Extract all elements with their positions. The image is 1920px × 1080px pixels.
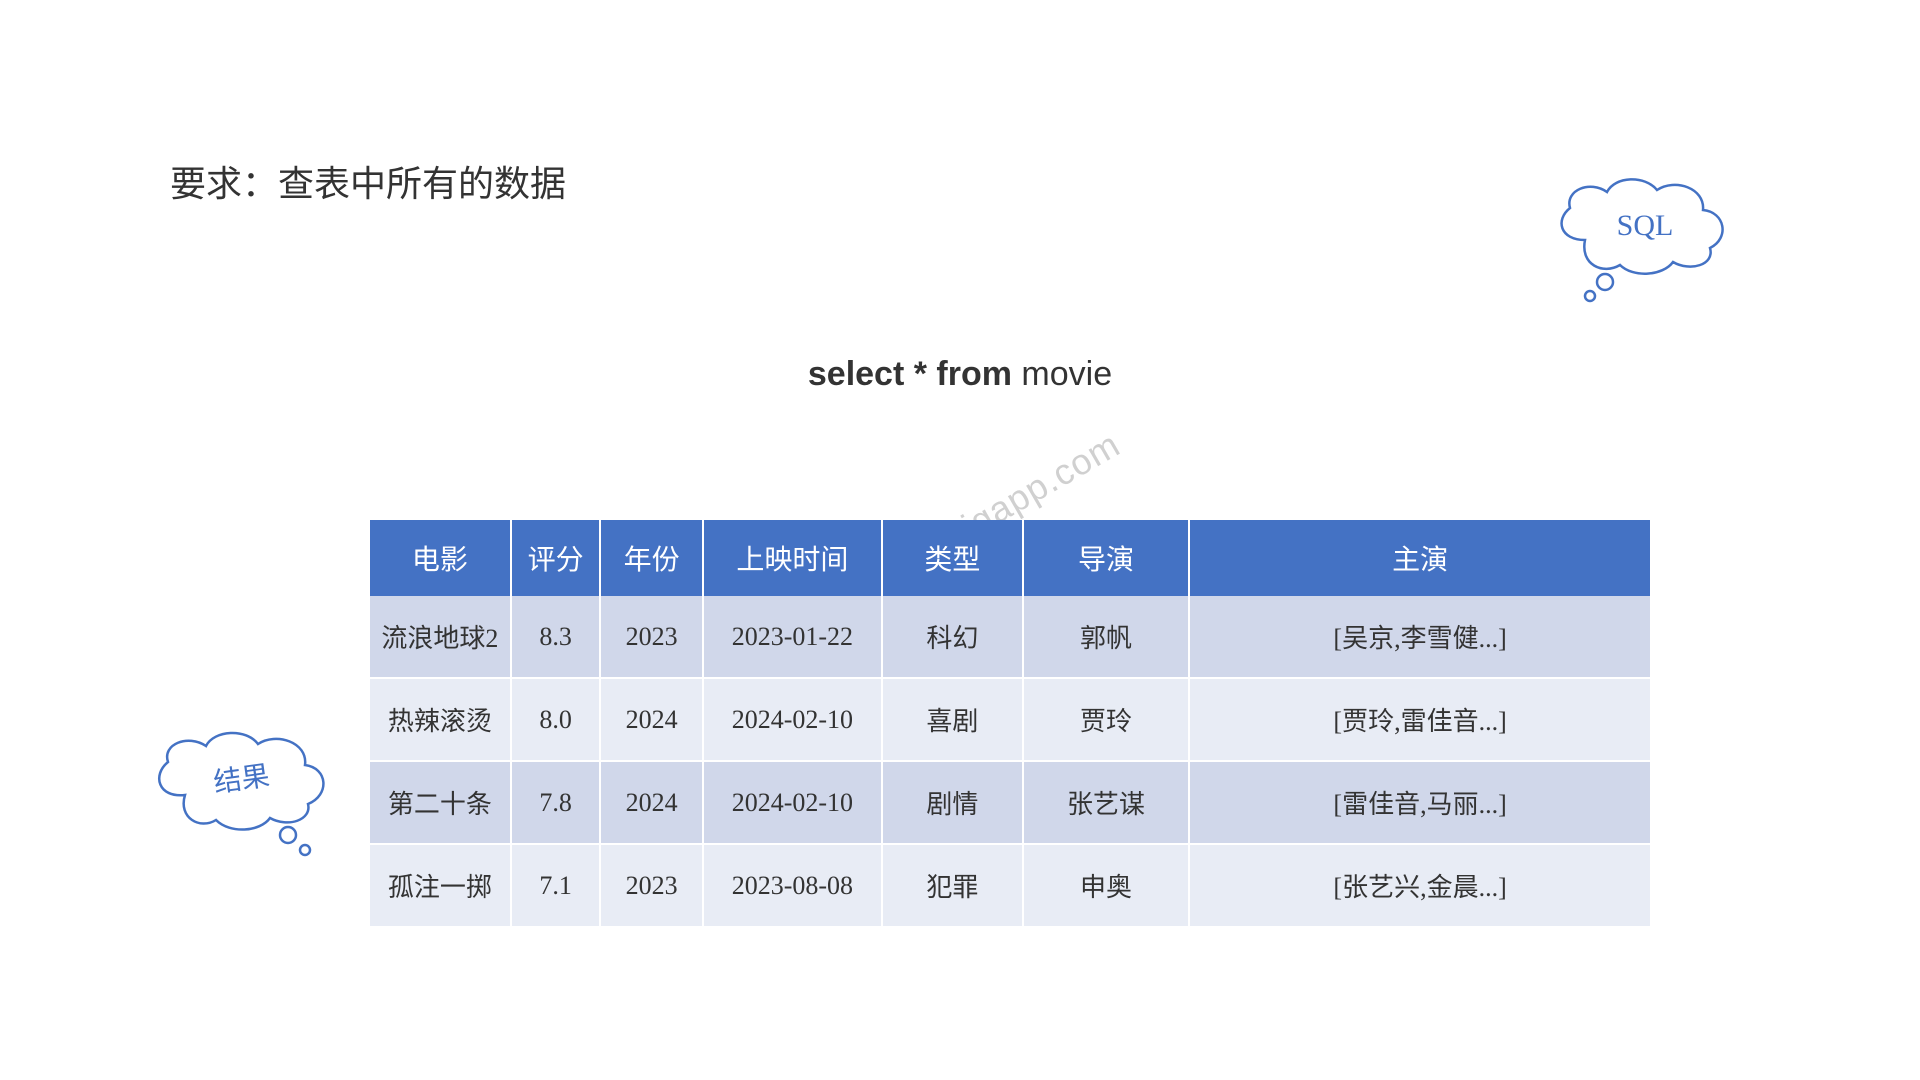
cell-director: 张艺谋 (1023, 761, 1189, 844)
cell-type: 犯罪 (882, 844, 1023, 927)
sql-cloud-label: SQL (1545, 170, 1745, 310)
cell-rating: 7.1 (511, 844, 601, 927)
result-cloud-label: 结果 (140, 720, 340, 865)
cell-year: 2024 (600, 678, 702, 761)
col-header-rating: 评分 (511, 520, 601, 596)
cell-type: 科幻 (882, 596, 1023, 678)
cell-director: 贾玲 (1023, 678, 1189, 761)
table-row: 流浪地球2 8.3 2023 2023-01-22 科幻 郭帆 [吴京,李雪健.… (370, 596, 1650, 678)
table-header-row: 电影 评分 年份 上映时间 类型 导演 主演 (370, 520, 1650, 596)
col-header-date: 上映时间 (703, 520, 882, 596)
page-title: 要求：查表中所有的数据 (170, 155, 566, 207)
sql-bold: select * from (808, 355, 1012, 393)
table-row: 第二十条 7.8 2024 2024-02-10 剧情 张艺谋 [雷佳音,马丽.… (370, 761, 1650, 844)
cell-actors: [吴京,李雪健...] (1189, 596, 1650, 678)
cell-rating: 7.8 (511, 761, 601, 844)
table-row: 孤注一掷 7.1 2023 2023-08-08 犯罪 申奥 [张艺兴,金晨..… (370, 844, 1650, 927)
cell-type: 喜剧 (882, 678, 1023, 761)
sql-cloud-text: SQL (1617, 209, 1674, 242)
cell-date: 2023-01-22 (703, 596, 882, 678)
col-header-actors: 主演 (1189, 520, 1650, 596)
col-header-director: 导演 (1023, 520, 1189, 596)
cell-actors: [张艺兴,金晨...] (1189, 844, 1650, 927)
table-row: 热辣滚烫 8.0 2024 2024-02-10 喜剧 贾玲 [贾玲,雷佳音..… (370, 678, 1650, 761)
cell-movie: 流浪地球2 (370, 596, 511, 678)
cell-date: 2023-08-08 (703, 844, 882, 927)
cell-year: 2023 (600, 596, 702, 678)
sql-rest: movie (1012, 355, 1112, 393)
sql-statement: select * from movie (808, 355, 1112, 394)
cell-type: 剧情 (882, 761, 1023, 844)
cell-actors: [贾玲,雷佳音...] (1189, 678, 1650, 761)
col-header-type: 类型 (882, 520, 1023, 596)
col-header-movie: 电影 (370, 520, 511, 596)
cell-year: 2023 (600, 844, 702, 927)
cell-movie: 孤注一掷 (370, 844, 511, 927)
cell-movie: 热辣滚烫 (370, 678, 511, 761)
cell-movie: 第二十条 (370, 761, 511, 844)
cell-actors: [雷佳音,马丽...] (1189, 761, 1650, 844)
col-header-year: 年份 (600, 520, 702, 596)
cell-rating: 8.0 (511, 678, 601, 761)
cell-director: 申奥 (1023, 844, 1189, 927)
cell-date: 2024-02-10 (703, 761, 882, 844)
cell-date: 2024-02-10 (703, 678, 882, 761)
cell-year: 2024 (600, 761, 702, 844)
cell-rating: 8.3 (511, 596, 601, 678)
movie-table: 电影 评分 年份 上映时间 类型 导演 主演 流浪地球2 8.3 2023 20… (370, 520, 1650, 928)
cell-director: 郭帆 (1023, 596, 1189, 678)
